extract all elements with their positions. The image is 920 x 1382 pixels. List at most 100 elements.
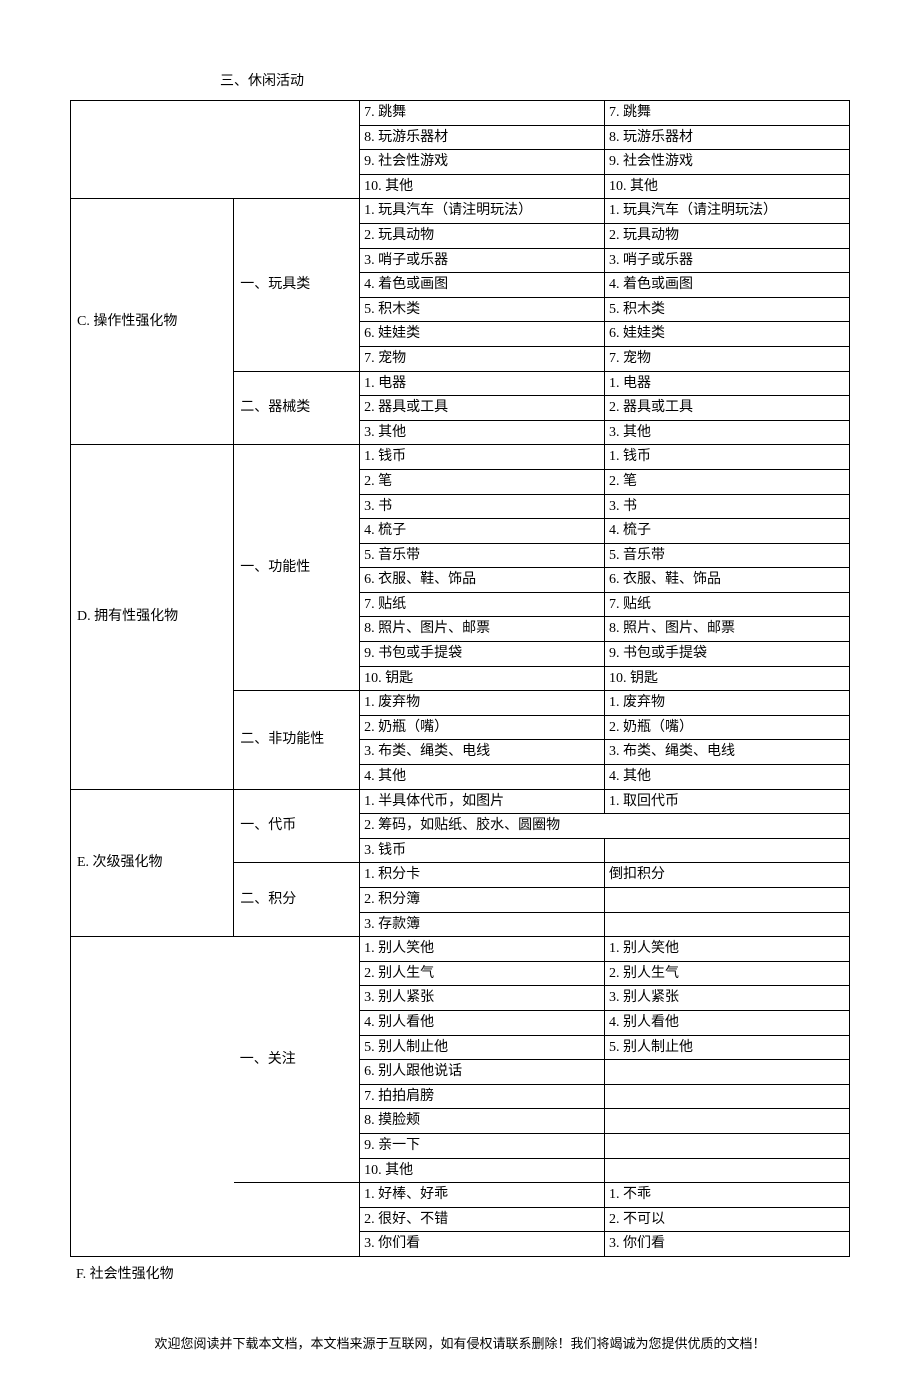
table-cell: 8. 照片、图片、邮票 [605,617,850,642]
table-cell [234,101,360,199]
table-cell [605,1109,850,1134]
table-cell: 4. 着色或画图 [605,273,850,298]
table-cell: 3. 钱币 [360,838,605,863]
table-cell: 5. 积木类 [605,297,850,322]
table-cell: 2. 不可以 [605,1207,850,1232]
table-cell: 3. 存款簿 [360,912,605,937]
table-cell: 2. 笔 [360,469,605,494]
table-cell: E. 次级强化物 [71,789,234,937]
table-cell [71,937,234,1257]
table-cell: 1. 钱币 [605,445,850,470]
table-cell: 2. 别人生气 [605,961,850,986]
table-cell: 9. 书包或手提袋 [360,642,605,667]
table-cell: 一、玩具类 [234,199,360,371]
table-cell [605,1133,850,1158]
table-cell: 7. 宠物 [605,346,850,371]
table-cell: 1. 废弃物 [605,691,850,716]
table-cell: 9. 亲一下 [360,1133,605,1158]
table-cell: 3. 书 [605,494,850,519]
table-cell: 3. 书 [360,494,605,519]
table-cell: 3. 布类、绳类、电线 [605,740,850,765]
table-cell: 5. 别人制止他 [360,1035,605,1060]
table-cell: 4. 别人看他 [605,1010,850,1035]
table-cell: 1. 电器 [605,371,850,396]
table-cell: C. 操作性强化物 [71,199,234,445]
table-cell: 1. 半具体代币，如图片 [360,789,605,814]
table-cell: 6. 衣服、鞋、饰品 [605,568,850,593]
table-cell: 1. 玩具汽车（请注明玩法） [360,199,605,224]
table-cell: 2. 筹码，如贴纸、胶水、圆圈物 [360,814,850,839]
table-cell [605,1158,850,1183]
table-cell: 10. 钥匙 [605,666,850,691]
table-cell: 2. 笔 [605,469,850,494]
table-cell: 1. 废弃物 [360,691,605,716]
table-cell: 2. 别人生气 [360,961,605,986]
table-cell: 10. 其他 [360,174,605,199]
table-cell [71,101,234,199]
table-cell: 5. 音乐带 [360,543,605,568]
table-cell: 二、器械类 [234,371,360,445]
table-cell: 10. 其他 [605,174,850,199]
table-cell: 3. 你们看 [605,1232,850,1257]
table-cell [605,1084,850,1109]
table-cell: 2. 奶瓶（嘴） [360,715,605,740]
table-cell: 6. 娃娃类 [605,322,850,347]
table-cell: 1. 别人笑他 [605,937,850,962]
table-cell: 4. 梳子 [360,519,605,544]
table-cell: 7. 跳舞 [360,101,605,126]
table-cell: 1. 别人笑他 [360,937,605,962]
table-cell: 6. 娃娃类 [360,322,605,347]
table-cell: D. 拥有性强化物 [71,445,234,789]
table-cell: 8. 摸脸颊 [360,1109,605,1134]
table-cell: 1. 取回代币 [605,789,850,814]
table-cell: 8. 照片、图片、邮票 [360,617,605,642]
table-cell: 2. 器具或工具 [360,396,605,421]
table-cell: 3. 布类、绳类、电线 [360,740,605,765]
table-cell: 7. 跳舞 [605,101,850,126]
table-cell: 二、非功能性 [234,691,360,789]
reinforcer-table: 7. 跳舞7. 跳舞8. 玩游乐器材8. 玩游乐器材9. 社会性游戏9. 社会性… [70,100,850,1257]
table-cell: 2. 玩具动物 [605,223,850,248]
table-cell: 4. 别人看他 [360,1010,605,1035]
table-cell: 7. 拍拍肩膀 [360,1084,605,1109]
table-cell: 3. 其他 [360,420,605,445]
table-cell: 1. 钱币 [360,445,605,470]
table-cell: 倒扣积分 [605,863,850,888]
table-cell: 1. 积分卡 [360,863,605,888]
table-cell: 1. 玩具汽车（请注明玩法） [605,199,850,224]
table-cell: 8. 玩游乐器材 [360,125,605,150]
table-cell: 2. 很好、不错 [360,1207,605,1232]
table-cell [234,1183,360,1257]
table-cell [605,888,850,913]
table-cell: 2. 奶瓶（嘴） [605,715,850,740]
table-cell: 5. 音乐带 [605,543,850,568]
table-cell: 4. 其他 [605,765,850,790]
table-cell: 一、功能性 [234,445,360,691]
table-cell: 9. 书包或手提袋 [605,642,850,667]
table-cell: 3. 哨子或乐器 [360,248,605,273]
section-heading: 三、休闲活动 [220,70,850,90]
table-cell [605,1060,850,1085]
table-cell: 6. 别人跟他说话 [360,1060,605,1085]
table-cell: 10. 其他 [360,1158,605,1183]
table-cell: 4. 其他 [360,765,605,790]
table-cell: 7. 贴纸 [605,592,850,617]
table-cell: 3. 你们看 [360,1232,605,1257]
table-cell [605,838,850,863]
table-cell: 5. 别人制止他 [605,1035,850,1060]
table-cell: 8. 玩游乐器材 [605,125,850,150]
table-cell: 1. 好棒、好乖 [360,1183,605,1208]
table-cell: 5. 积木类 [360,297,605,322]
table-cell: 4. 梳子 [605,519,850,544]
table-cell: 一、关注 [234,937,360,1183]
table-cell: 10. 钥匙 [360,666,605,691]
table-cell: 2. 玩具动物 [360,223,605,248]
table-cell: 9. 社会性游戏 [605,150,850,175]
table-cell [605,912,850,937]
table-cell: 6. 衣服、鞋、饰品 [360,568,605,593]
table-cell: 3. 其他 [605,420,850,445]
table-cell: 3. 别人紧张 [605,986,850,1011]
table-cell: 7. 宠物 [360,346,605,371]
table-cell: 3. 别人紧张 [360,986,605,1011]
table-cell: 1. 不乖 [605,1183,850,1208]
